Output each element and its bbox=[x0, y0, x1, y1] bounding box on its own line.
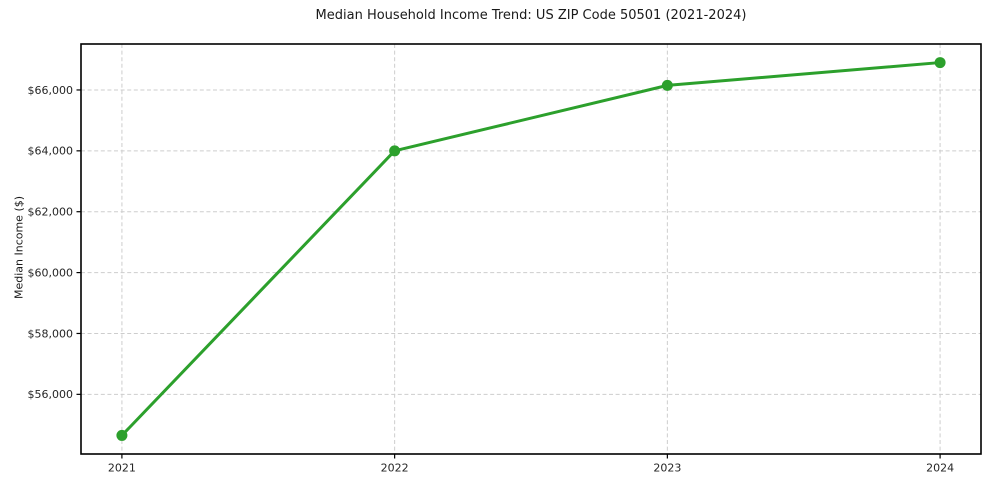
data-point bbox=[661, 79, 673, 91]
data-point bbox=[934, 57, 946, 69]
chart-title: Median Household Income Trend: US ZIP Co… bbox=[315, 8, 747, 23]
x-tick-label: 2021 bbox=[108, 462, 136, 475]
y-tick-label: $60,000 bbox=[28, 266, 74, 279]
x-tick-label: 2022 bbox=[381, 462, 409, 475]
data-point bbox=[389, 145, 401, 157]
data-line bbox=[120, 61, 942, 437]
x-tick-label: 2024 bbox=[926, 462, 954, 475]
y-tick-label: $62,000 bbox=[28, 206, 74, 219]
y-tick-label: $66,000 bbox=[28, 84, 74, 97]
x-tick-label: 2023 bbox=[653, 462, 681, 475]
data-point bbox=[116, 429, 128, 441]
y-axis-label: Median Income ($) bbox=[12, 195, 26, 300]
y-tick-label: $56,000 bbox=[28, 388, 74, 401]
plot-border bbox=[80, 43, 982, 455]
y-tick-label: $64,000 bbox=[28, 145, 74, 158]
y-tick-label: $58,000 bbox=[28, 327, 74, 340]
